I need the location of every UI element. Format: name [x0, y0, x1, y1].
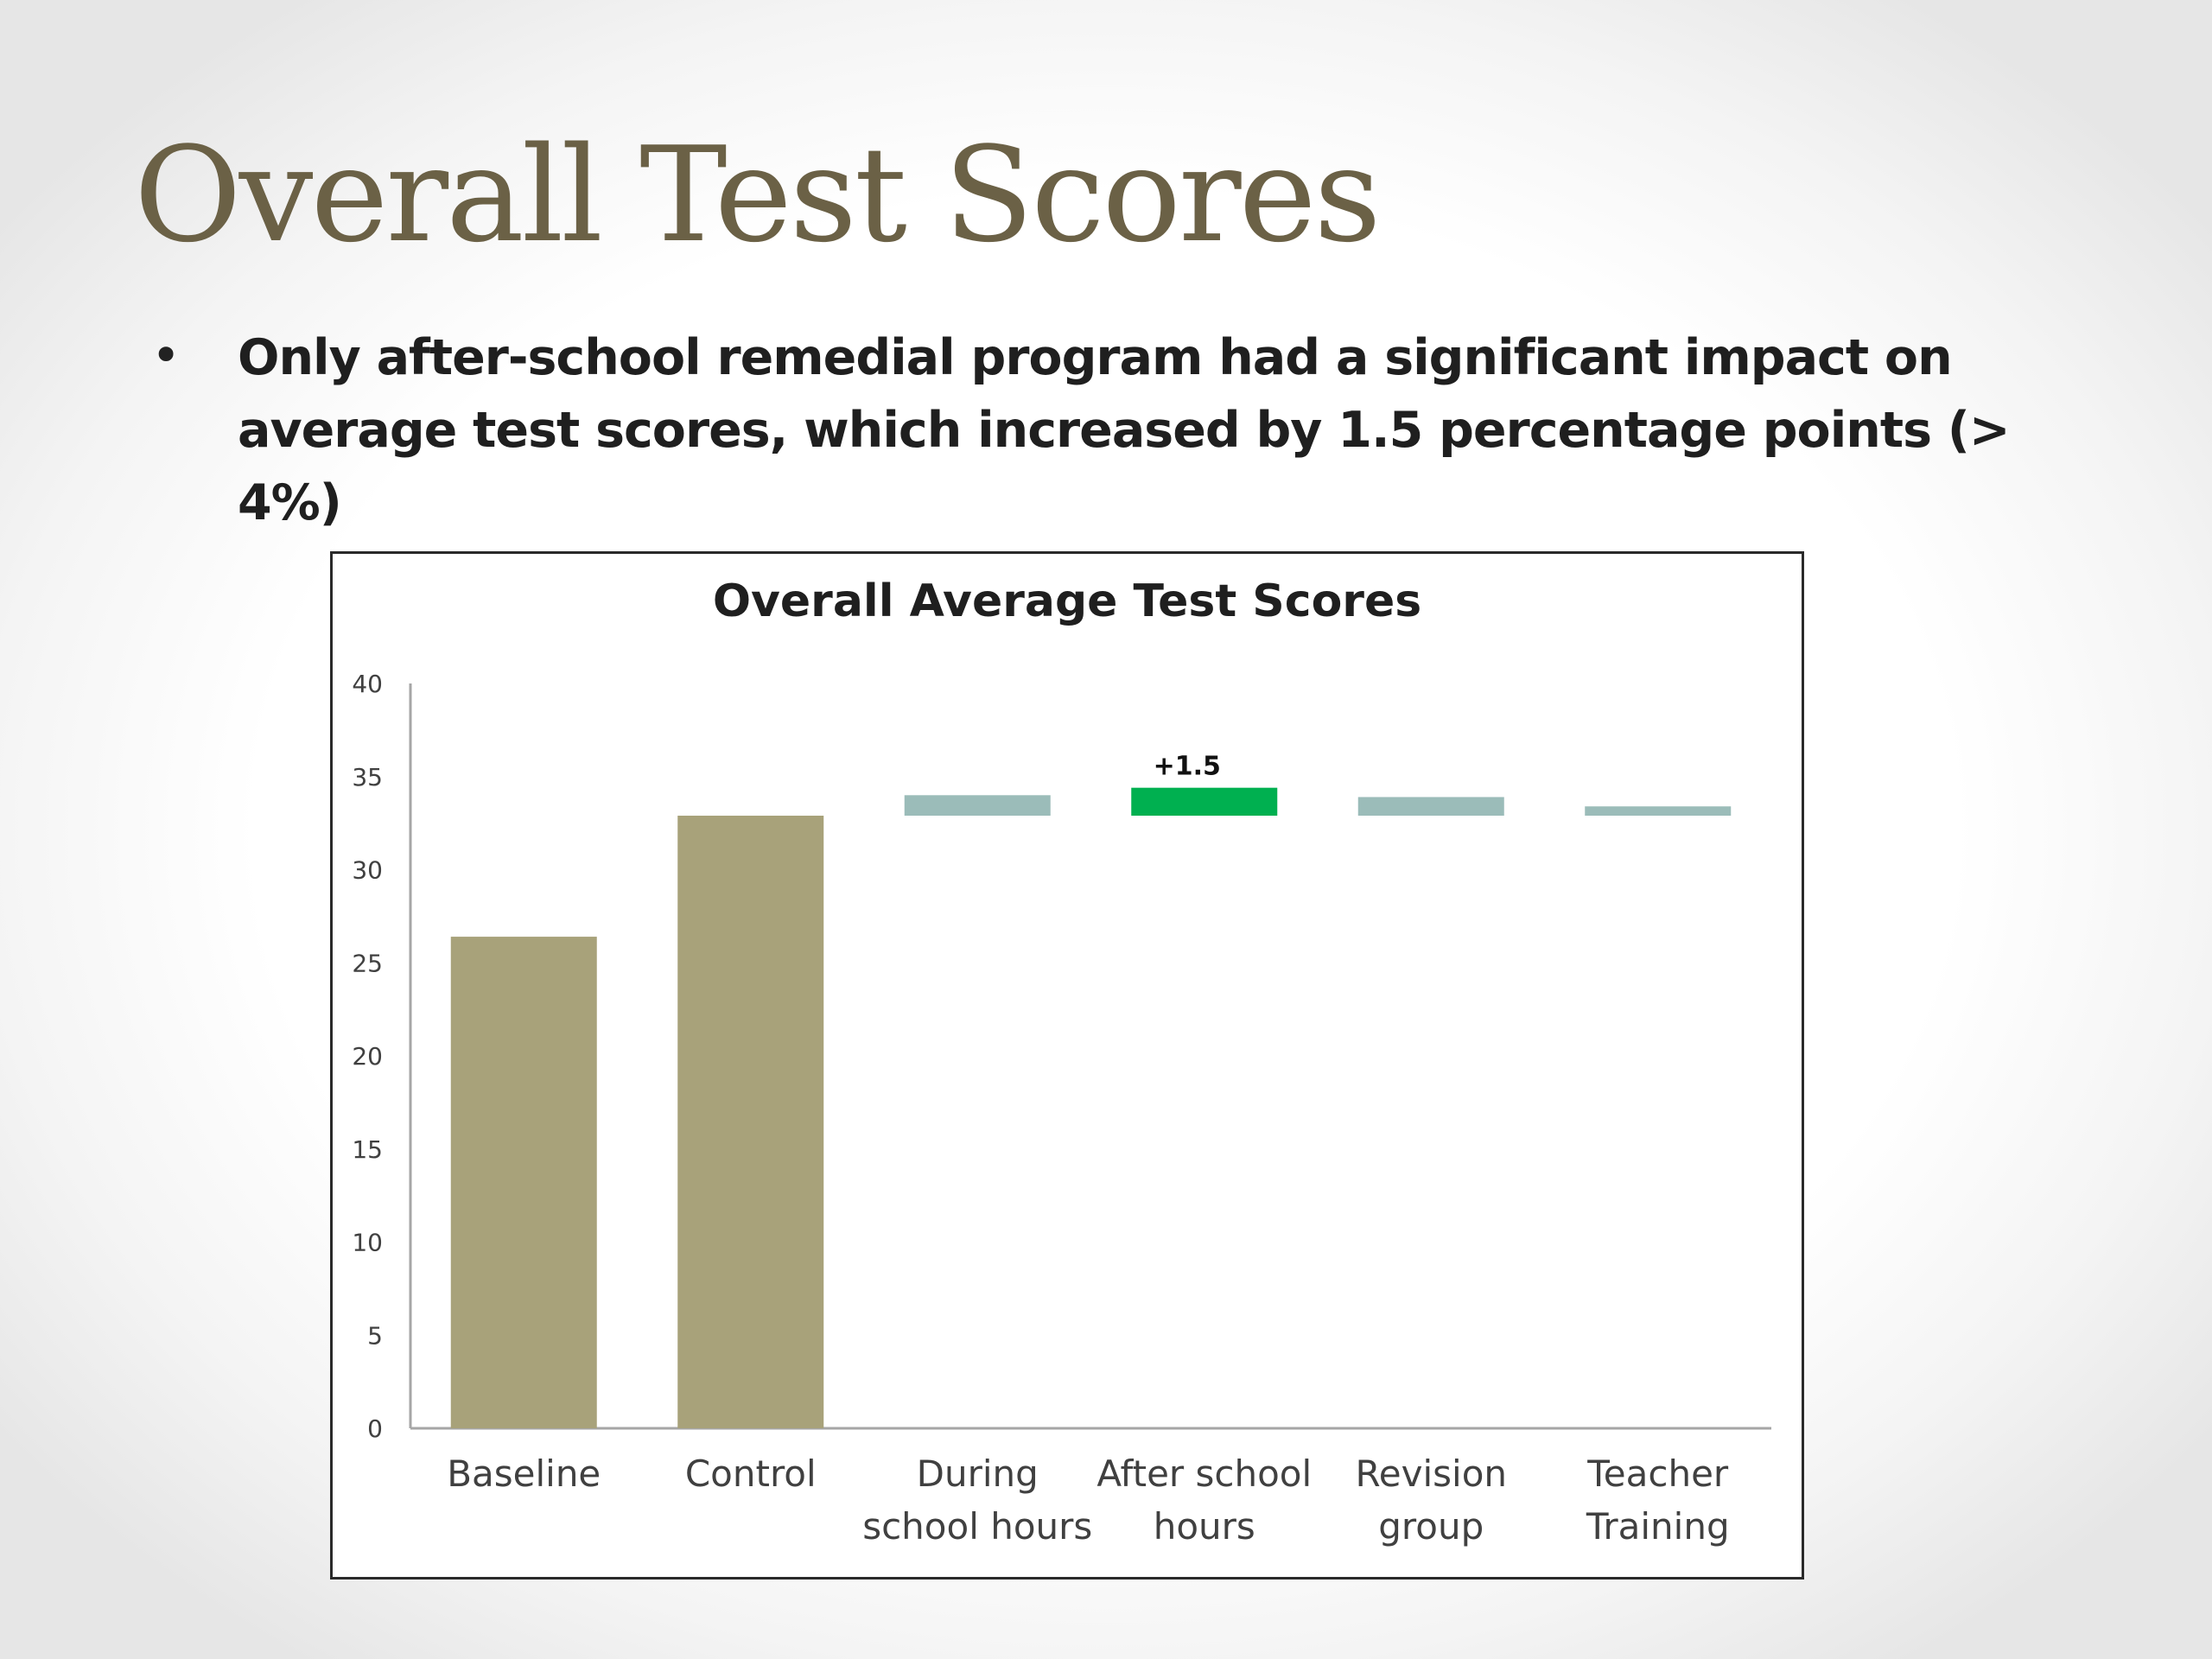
x-category-label: hours	[1154, 1505, 1255, 1548]
chart-frame: Overall Average Test Scores 0 5 10 15 20 25 30 3…	[330, 551, 1804, 1580]
x-category-label: During	[917, 1452, 1039, 1495]
y-tick-label: 10	[352, 1229, 383, 1257]
bar-after-school-hours	[1131, 787, 1278, 817]
data-label: +1.5	[1154, 752, 1221, 782]
x-category-label: school hours	[862, 1505, 1092, 1548]
y-tick-label: 20	[352, 1042, 383, 1071]
x-category-label: Training	[1586, 1505, 1730, 1548]
y-tick-label: 40	[352, 670, 383, 698]
x-category-label: Baseline	[447, 1452, 601, 1495]
x-category-label: Control	[685, 1452, 817, 1495]
bar-revision-group	[1357, 797, 1504, 817]
bullet-marker: •	[151, 326, 181, 385]
y-tick-label: 30	[352, 856, 383, 885]
y-tick-label: 5	[367, 1321, 383, 1350]
bullet-text: Only after-school remedial program had a…	[238, 329, 2011, 531]
x-category-label: After school	[1096, 1452, 1312, 1495]
bar-chart: Overall Average Test Scores 0 5 10 15 20 25 30 3…	[352, 575, 1771, 1548]
chart-title: Overall Average Test Scores	[713, 575, 1421, 627]
y-tick-label: 0	[367, 1414, 383, 1443]
y-tick-label: 25	[352, 949, 383, 977]
x-category-label: Revision	[1355, 1452, 1507, 1495]
y-tick-label: 15	[352, 1135, 383, 1164]
bar-baseline	[450, 937, 597, 1428]
bar-during-school-hours	[904, 795, 1051, 817]
bar-control	[677, 816, 824, 1428]
x-category-label: group	[1378, 1505, 1484, 1548]
slide-title: Overall Test Scores	[134, 118, 1382, 271]
y-tick-label: 35	[352, 763, 383, 791]
bar-teacher-training	[1585, 806, 1732, 817]
x-category-label: Teacher	[1586, 1452, 1729, 1495]
